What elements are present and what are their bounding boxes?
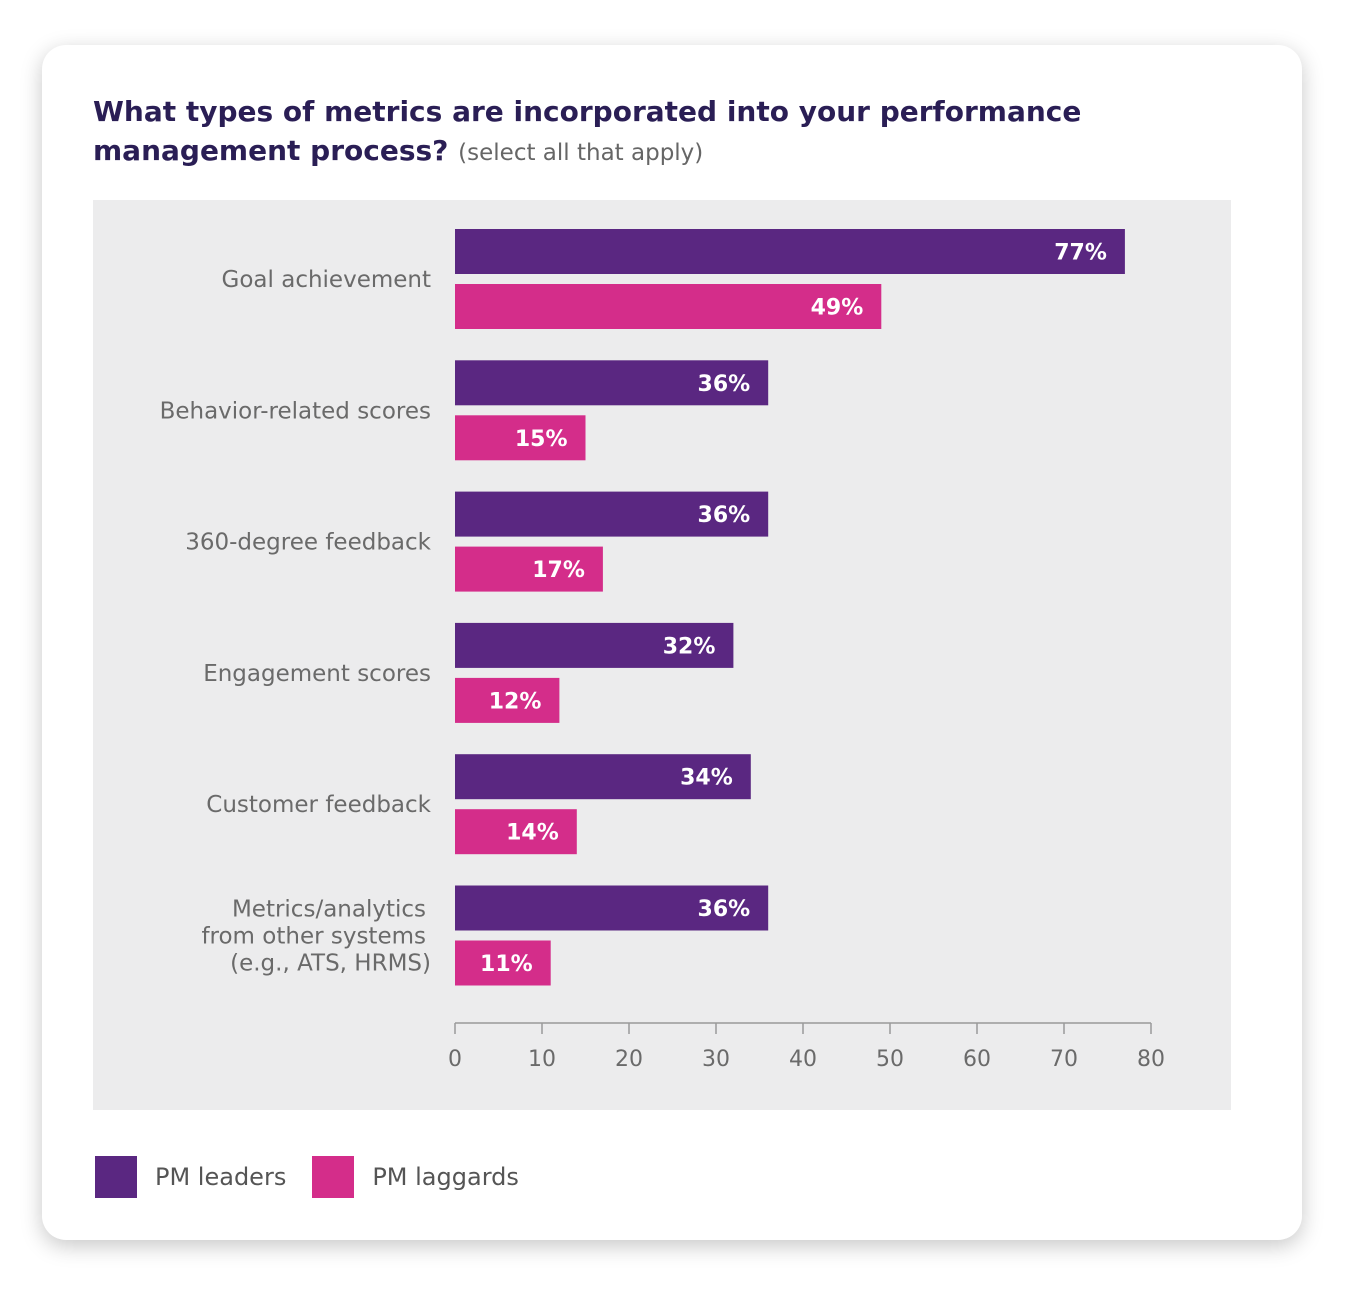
category-label-4: Customer feedback (206, 792, 431, 818)
legend-item-leaders: PM leaders (95, 1156, 286, 1198)
x-tick-label-0: 0 (448, 1047, 462, 1072)
x-tick-label-10: 10 (528, 1047, 556, 1072)
x-tick-label-20: 20 (615, 1047, 643, 1072)
x-tick-label-70: 70 (1050, 1047, 1078, 1072)
bar-label-pm-laggards-3: 12% (489, 689, 542, 714)
category-label-3: Engagement scores (203, 661, 431, 687)
bar-label-pm-laggards-0: 49% (811, 296, 864, 321)
category-label-1: Behavior-related scores (160, 398, 431, 424)
bar-label-pm-leaders-2: 36% (698, 503, 751, 528)
category-label-5-line-2: (e.g., ATS, HRMS) (230, 951, 431, 977)
bar-label-pm-leaders-0: 77% (1054, 241, 1107, 266)
bar-chart: 77% 49% Goal achievement 36% 15% Behavior-rel… (93, 200, 1231, 1110)
x-tick-label-50: 50 (876, 1047, 904, 1072)
category-label-5-line-0: Metrics/analytics (232, 897, 426, 923)
plot-area: 77% 49% Goal achievement 36% 15% Behavior-rel… (93, 200, 1231, 1110)
legend-label-leaders: PM leaders (155, 1163, 286, 1191)
category-label-5-line-1: from other systems (201, 924, 426, 950)
x-tick-label-60: 60 (963, 1047, 991, 1072)
legend-label-laggards: PM laggards (372, 1163, 519, 1191)
chart-title: What types of metrics are incorporated i… (93, 92, 1093, 173)
category-label-0: Goal achievement (222, 267, 431, 293)
bar-pm-leaders-goal-achievement (455, 229, 1125, 274)
legend-swatch-leaders (95, 1156, 137, 1198)
bar-label-pm-laggards-5: 11% (480, 952, 533, 977)
x-tick-label-30: 30 (702, 1047, 730, 1072)
bar-label-pm-leaders-3: 32% (663, 634, 716, 659)
x-tick-label-80: 80 (1137, 1047, 1165, 1072)
chart-title-subtitle: (select all that apply) (458, 140, 703, 166)
bar-label-pm-leaders-5: 36% (698, 897, 751, 922)
bar-label-pm-leaders-1: 36% (698, 372, 751, 397)
category-label-2: 360-degree feedback (185, 530, 431, 556)
legend-swatch-laggards (312, 1156, 354, 1198)
bar-label-pm-laggards-4: 14% (506, 821, 559, 846)
legend: PM leaders PM laggards (95, 1156, 545, 1198)
x-tick-label-40: 40 (789, 1047, 817, 1072)
bar-label-pm-laggards-1: 15% (515, 427, 568, 452)
bar-label-pm-leaders-4: 34% (680, 766, 733, 791)
bar-label-pm-laggards-2: 17% (532, 558, 585, 583)
legend-item-laggards: PM laggards (312, 1156, 519, 1198)
